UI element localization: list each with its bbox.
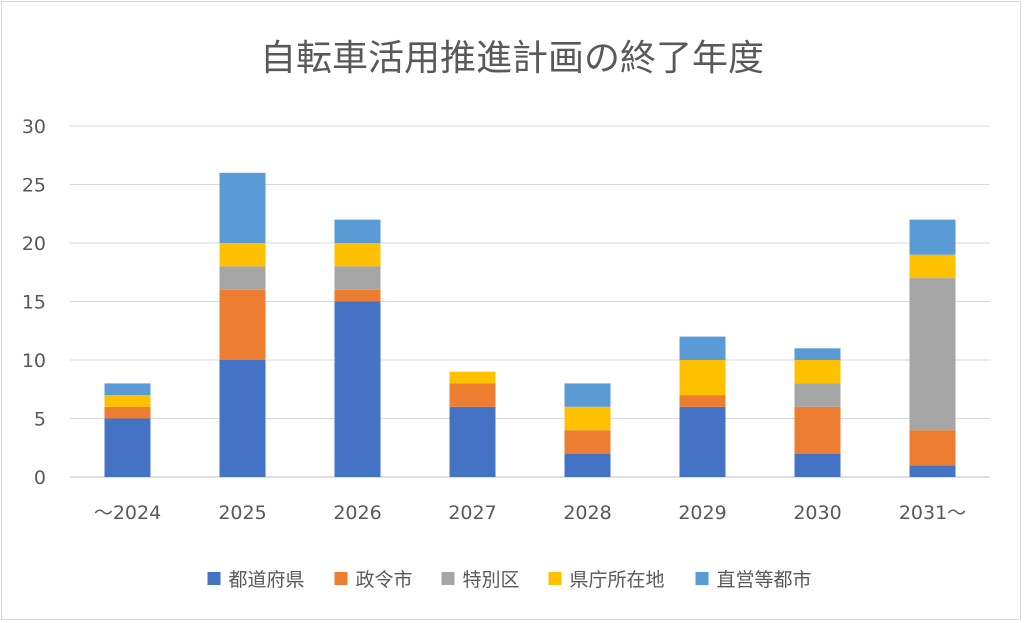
bar-segment	[334, 289, 381, 302]
x-tick-label: 2030	[793, 502, 841, 524]
bar-segment	[334, 266, 381, 290]
bars	[104, 172, 956, 477]
bar-segment	[909, 465, 956, 477]
bar-segment	[909, 219, 956, 255]
bar-segment	[909, 278, 956, 431]
bar-segment	[449, 406, 496, 477]
bar-segment	[104, 395, 151, 407]
bar-segment	[794, 348, 841, 360]
x-axis-ticks: ～2024 2025 2026 2027 2028 2029 2030 2031～	[94, 502, 966, 524]
bar-segment	[564, 383, 611, 407]
bar-segment	[564, 406, 611, 431]
y-tick-label: 25	[22, 175, 46, 197]
bar-segment	[219, 289, 266, 360]
bar-segment	[104, 406, 151, 419]
legend-swatch	[207, 572, 221, 585]
bar-segment	[219, 266, 266, 290]
legend-swatch	[695, 572, 709, 585]
bar-segment	[909, 254, 956, 279]
bar-segment	[679, 336, 726, 360]
y-axis-ticks: 0 5 10 15 20 25 30	[22, 116, 46, 489]
legend-label: 県庁所在地	[570, 569, 665, 591]
bar-segment	[564, 453, 611, 477]
x-tick-label: 2025	[218, 502, 266, 524]
bar-segment	[104, 383, 151, 396]
bar-segment	[794, 453, 841, 477]
y-tick-label: 0	[34, 467, 46, 489]
x-tick-label: 2029	[678, 502, 726, 524]
bar-segment	[219, 243, 266, 267]
legend-label: 直営等都市	[717, 569, 812, 591]
bar-segment	[449, 383, 496, 407]
x-tick-label: 2026	[333, 502, 381, 524]
bar-segment	[334, 219, 381, 243]
y-tick-label: 20	[22, 233, 46, 255]
bar-segment	[564, 430, 611, 454]
gridlines	[70, 125, 990, 478]
legend-swatch	[334, 572, 348, 585]
legend-swatch	[548, 572, 562, 585]
legend-swatch	[441, 572, 455, 585]
bar-segment	[219, 172, 266, 243]
bar-segment	[334, 243, 381, 267]
bar-segment	[219, 360, 266, 477]
y-tick-label: 5	[34, 409, 46, 431]
legend-label: 政令市	[356, 569, 413, 591]
chart-title: 自転車活用推進計画の終了年度	[260, 38, 764, 79]
bar-segment	[679, 360, 726, 396]
x-tick-label: ～2024	[94, 502, 161, 524]
x-tick-label: 2028	[563, 502, 611, 524]
legend: 都道府県 政令市 特別区 県庁所在地 直営等都市	[207, 569, 812, 591]
bar-segment	[794, 406, 841, 454]
bar-segment	[334, 301, 381, 477]
x-tick-label: 2031～	[899, 502, 966, 524]
bar-segment	[449, 371, 496, 384]
bar-segment	[679, 406, 726, 477]
bar-segment	[679, 395, 726, 407]
bar-segment	[909, 430, 956, 466]
bar-segment	[794, 360, 841, 384]
legend-label: 特別区	[463, 569, 520, 591]
y-tick-label: 30	[22, 116, 46, 138]
legend-label: 都道府県	[229, 569, 305, 591]
bar-segment	[104, 418, 151, 477]
x-tick-label: 2027	[448, 502, 496, 524]
y-tick-label: 10	[22, 350, 46, 372]
bar-segment	[794, 383, 841, 407]
y-tick-label: 15	[22, 292, 46, 314]
